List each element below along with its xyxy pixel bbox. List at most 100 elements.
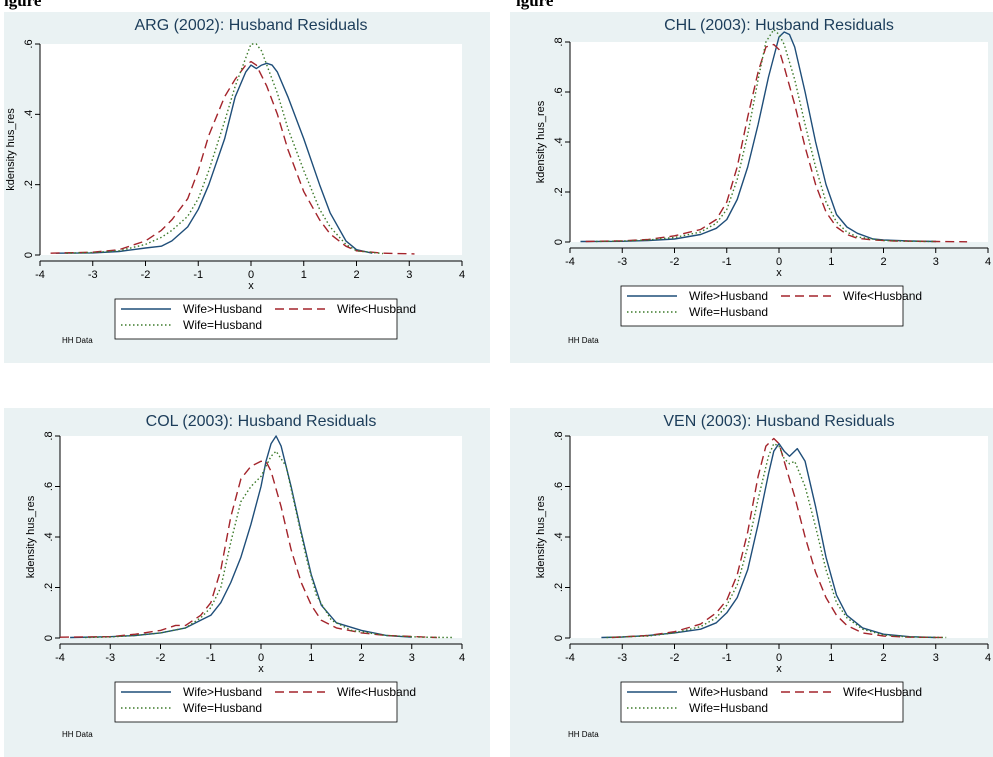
x-tick-label: -2 [156,652,166,664]
chart-title: VEN (2003): Husband Residuals [663,413,894,430]
x-tick-label: -4 [565,652,575,664]
y-tick-label: .4 [43,532,55,541]
y-tick-label: .8 [553,37,565,46]
y-tick-label: .4 [23,110,35,119]
legend-label: Wife>Husband [183,685,262,699]
x-tick-label: 1 [308,652,314,664]
legend-label: Wife=Husband [183,701,262,715]
y-tick-label: 0 [553,239,565,245]
plot-area [570,436,988,638]
x-tick-label: -3 [617,256,627,268]
x-tick-label: -1 [193,269,203,281]
series-line-wife-lt-husband [585,43,968,243]
legend: Wife>Husband Wife<Husband Wife=Husband [114,681,416,723]
y-axis-label: kdensity hus_res [5,108,17,191]
legend-label: Wife=Husband [183,318,262,332]
y-tick-label: .6 [23,39,35,48]
x-axis-label: x [776,267,782,279]
series-line-wife-eq-husband [85,450,452,639]
figure-caption: igure igure [4,0,553,11]
x-tick-label: -1 [206,652,216,664]
chart-title: CHL (2003): Husband Residuals [664,17,894,34]
chart-panel-ven: VEN (2003): Husband Residuals 0 .2 .4 .6 .8 kd… [510,408,993,757]
x-tick-label: 4 [985,652,991,664]
chart-svg-chl: CHL (2003): Husband Residuals 0 .2 .4 .6 .8 kd… [535,17,991,345]
x-tick-label: 2 [353,269,359,281]
y-tick-label: 0 [553,635,565,641]
y-tick-label: .8 [553,431,565,440]
y-tick-label: .6 [43,482,55,491]
x-tick-label: -4 [35,269,45,281]
chart-panel-arg: ARG (2002): Husband Residuals 0 .2 .4 .6 kden… [4,12,490,363]
chart-note: HH Data [62,336,93,345]
legend-box [620,285,904,327]
series-line-wife-eq-husband [596,28,936,243]
x-tick-label: 4 [985,256,991,268]
y-tick-label: .2 [553,187,565,196]
series-line-wife-lt-husband [59,460,437,639]
plot-area [570,42,988,242]
x-tick-label: 1 [828,652,834,664]
legend-label: Wife=Husband [689,305,768,319]
x-tick-label: 3 [933,652,939,664]
x-tick-label: -3 [88,269,98,281]
x-tick-label: 1 [301,269,307,281]
chart-svg-arg: ARG (2002): Husband Residuals 0 .2 .4 .6 kden… [5,17,465,345]
legend-label: Wife=Husband [689,701,768,715]
legend-label: Wife>Husband [689,289,768,303]
x-tick-label: 0 [248,269,254,281]
legend-box [114,298,398,340]
y-tick-label: .6 [553,482,565,491]
series-line-wife-gt-husband [55,62,373,254]
y-tick-label: .8 [43,431,55,440]
x-tick-label: 2 [880,256,886,268]
y-tick-label: .4 [553,532,565,541]
chart-panel-chl: CHL (2003): Husband Residuals 0 .2 .4 .6 .8 kd… [510,12,993,363]
chart-note: HH Data [62,730,93,739]
y-axis-label: kdensity hus_res [535,100,547,183]
x-tick-label: 0 [776,652,782,664]
y-axis-label: kdensity hus_res [25,495,37,578]
x-tick-label: -3 [105,652,115,664]
chart-svg-col: COL (2003): Husband Residuals 0 .2 .4 .6 .8 kd… [25,413,465,739]
y-tick-label: 0 [23,252,35,258]
x-tick-label: 0 [776,256,782,268]
x-tick-label: -4 [565,256,575,268]
x-tick-label: -3 [617,652,627,664]
y-tick-label: .2 [23,180,35,189]
series-line-wife-lt-husband [50,60,415,255]
legend: Wife>Husband Wife<Husband Wife=Husband [114,298,416,340]
y-tick-label: .6 [553,87,565,96]
x-tick-label: 3 [406,269,412,281]
y-tick-label: 0 [43,635,55,641]
chart-title: ARG (2002): Husband Residuals [134,17,367,34]
x-tick-label: 0 [258,652,264,664]
series-line-wife-lt-husband [611,437,947,639]
y-tick-label: .2 [43,583,55,592]
legend: Wife>Husband Wife<Husband Wife=Husband [620,285,922,327]
plot-area [60,436,462,638]
legend-label: Wife<Husband [843,685,922,699]
chart-panel-col: COL (2003): Husband Residuals 0 .2 .4 .6 .8 kd… [4,408,490,757]
x-axis-label: x [248,280,254,292]
y-axis-label: kdensity hus_res [535,495,547,578]
chart-title: COL (2003): Husband Residuals [146,413,377,430]
x-tick-label: -2 [670,256,680,268]
y-tick-label: .4 [553,137,565,146]
x-tick-label: 3 [409,652,415,664]
x-axis-label: x [776,663,782,675]
series-line-wife-gt-husband [601,442,936,639]
legend-box [620,681,904,723]
series-line-wife-eq-husband [66,43,383,255]
x-tick-label: 4 [459,652,465,664]
x-tick-label: 1 [828,256,834,268]
x-tick-label: 2 [880,652,886,664]
series-line-wife-gt-husband [580,31,936,243]
x-tick-label: 4 [459,269,465,281]
x-tick-label: -2 [670,652,680,664]
legend: Wife>Husband Wife<Husband Wife=Husband [620,681,922,723]
legend-label: Wife>Husband [689,685,768,699]
legend-label: Wife>Husband [183,302,262,316]
legend-box [114,681,398,723]
x-axis-label: x [258,663,264,675]
